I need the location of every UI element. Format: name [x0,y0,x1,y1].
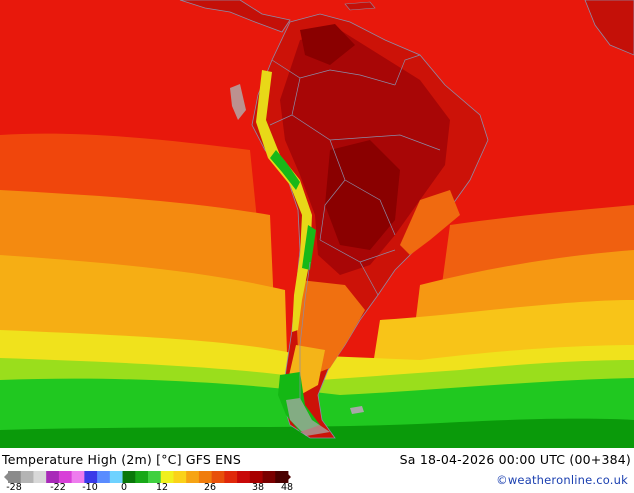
legend-swatch [135,471,149,483]
legend-swatch [211,471,225,483]
map-footer: Temperature High (2m) [°C] GFS ENS Sa 18… [0,448,634,493]
legend-swatch [97,471,111,483]
east-coast-orange [400,190,460,255]
legend-swatch [198,471,213,483]
legend-swatch [122,471,136,483]
legend-arrow-right [285,471,291,483]
legend-swatch [262,471,276,483]
legend-tick: -22 [50,482,66,493]
legend-tick: 48 [280,482,294,493]
legend-tick: 12 [155,482,169,493]
credit-link[interactable]: ©weatheronline.co.uk [496,473,628,487]
legend-swatch [237,471,251,483]
andes-green [270,150,300,190]
central-america-land [179,0,291,33]
legend-swatch [8,471,22,483]
legend-swatch [71,471,85,483]
legend-swatch [160,471,174,483]
legend-swatch [109,471,123,483]
legend-tick: 38 [251,482,265,493]
map-title: Temperature High (2m) [°C] GFS ENS [2,452,241,467]
falklands [350,406,364,414]
legend-swatch [186,471,200,483]
west-africa-corner [584,0,634,56]
legend-tick: 0 [120,482,128,493]
caribbean-islands [344,1,376,11]
temperature-map [0,0,634,448]
country-borders [269,54,441,400]
tierra-del-fuego-grey [286,398,330,436]
legend-tick: -28 [6,482,22,493]
andes-green-south [302,225,316,270]
legend-tick: -10 [82,482,98,493]
legend-swatch [33,471,47,483]
andes-strip [256,70,312,332]
legend-swatch [46,471,60,483]
north-darkest [300,24,355,65]
valid-time: Sa 18-04-2026 00:00 UTC (00+384) [399,452,631,467]
legend-swatch [84,471,98,483]
color-legend [4,471,291,483]
legend-tick: 26 [203,482,217,493]
legend-swatch [148,471,162,483]
legend-swatch [58,471,73,483]
galapagos-grey [230,84,246,120]
legend-swatch [224,471,238,483]
legend-swatch [20,471,34,483]
legend-swatch [249,471,263,483]
interior-darkest [325,140,400,250]
legend-swatch [173,471,187,483]
